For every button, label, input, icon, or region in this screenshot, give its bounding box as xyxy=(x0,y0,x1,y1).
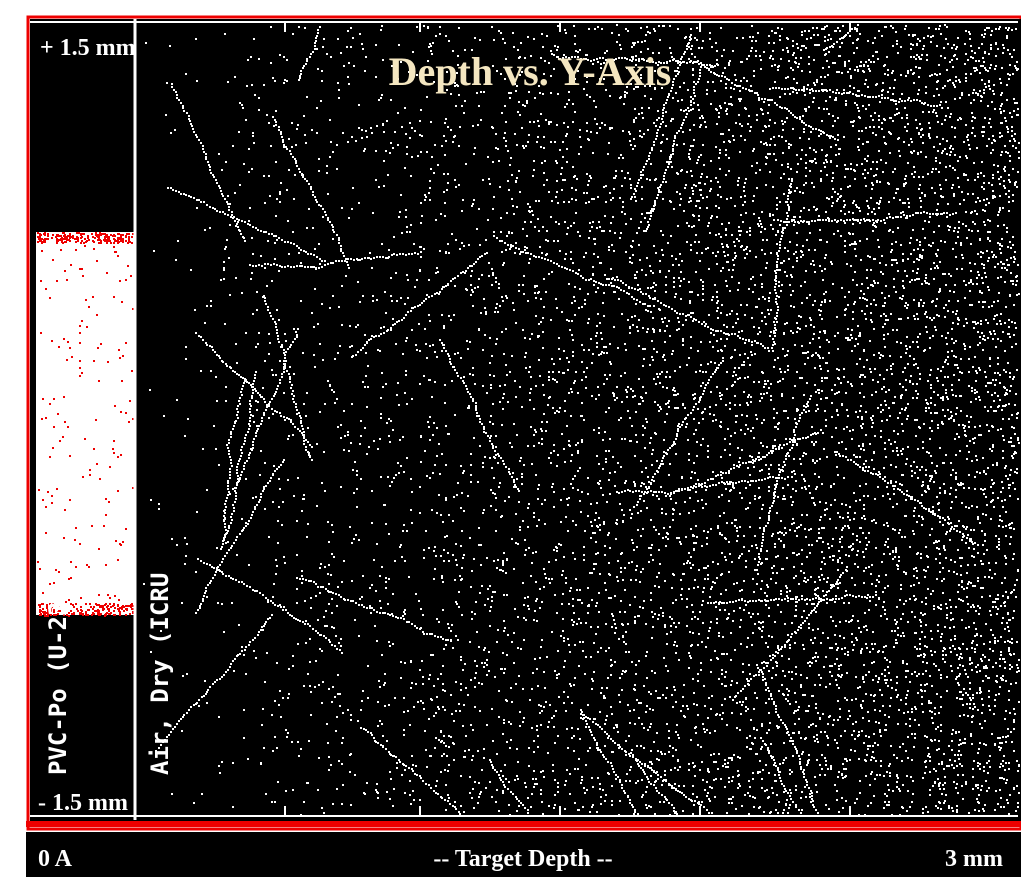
y-top-label: + 1.5 mm xyxy=(40,35,136,61)
x-start-label: 0 A xyxy=(38,846,73,872)
plot-title: Depth vs. Y-Axis xyxy=(389,49,672,94)
x-axis-title: -- Target Depth -- xyxy=(433,846,612,872)
trajectory-plot: + 1.5 mm - 1.5 mm Depth vs. Y-Axis PVC-P… xyxy=(0,0,1021,877)
x-end-label: 3 mm xyxy=(945,846,1003,872)
red-separator xyxy=(26,821,1021,827)
layer-1-label: PVC-Po (U-232) xyxy=(44,573,72,775)
target-layer-band xyxy=(36,232,135,615)
page: + 1.5 mm - 1.5 mm Depth vs. Y-Axis PVC-P… xyxy=(0,0,1021,877)
y-bottom-label: - 1.5 mm xyxy=(38,790,128,816)
layer-2-label: Air, Dry (ICRU xyxy=(146,573,174,775)
